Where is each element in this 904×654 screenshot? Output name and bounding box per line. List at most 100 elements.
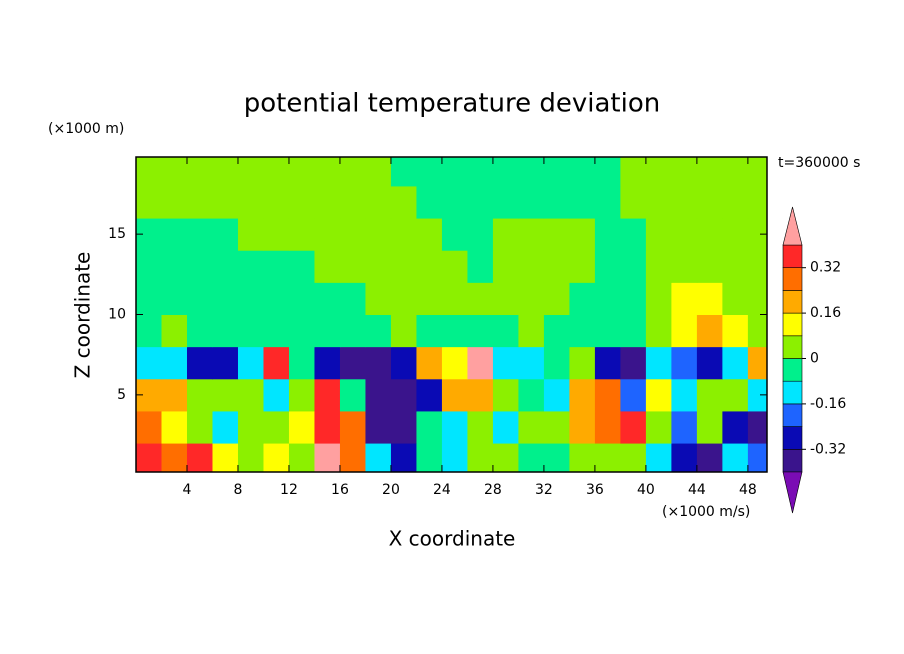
contour-cell [492,157,519,187]
contour-cell [645,218,672,251]
contour-cell [467,282,494,315]
contour-field [136,157,768,473]
contour-cell [518,378,545,412]
contour-cell [747,314,768,348]
contour-cell [288,314,315,348]
contour-cell [569,410,596,444]
contour-cell [136,282,162,315]
contour-cell [467,157,494,187]
contour-cell [314,185,341,219]
contour-cell [390,185,417,219]
colorbar-band [782,358,803,382]
colorbar-tick-label: 0.32 [810,260,841,276]
contour-cell [339,410,366,444]
contour-cell [518,282,545,315]
contour-cell [467,443,494,473]
contour-cell [136,157,162,187]
contour-cell [645,157,672,187]
contour-cell [543,346,570,380]
contour-cell [594,410,621,444]
contour-cell [390,218,417,251]
x-tick-label: 16 [331,482,349,498]
contour-cell [212,378,239,412]
contour-cell [722,250,749,283]
colorbar-band [782,448,803,473]
contour-cell [212,346,239,380]
contour-cell [492,443,519,473]
contour-cell [339,378,366,412]
contour-cell [594,443,621,473]
contour-cell [722,282,749,315]
contour-cell [416,410,443,444]
contour-cell [722,410,749,444]
contour-cell [186,410,213,444]
contour-cell [594,218,621,251]
contour-cell [492,185,519,219]
contour-cell [620,410,647,444]
x-tick-label: 20 [382,482,400,498]
contour-cell [263,410,290,444]
contour-cell [161,250,188,283]
contour-cell [518,157,545,187]
contour-cell [747,282,768,315]
contour-cell [696,314,723,348]
contour-cell [747,378,768,412]
contour-cell [441,157,468,187]
contour-cell [136,346,162,380]
contour-cell [747,218,768,251]
contour-cell [645,185,672,219]
contour-cell [416,250,443,283]
contour-cell [186,314,213,348]
contour-cell [314,378,341,412]
contour-cell [722,443,749,473]
contour-cell [288,410,315,444]
colorbar-tick-label: -0.32 [810,441,846,457]
contour-cell [441,282,468,315]
contour-cell [314,282,341,315]
contour-cell [645,250,672,283]
contour-cell [696,250,723,283]
contour-cell [620,157,647,187]
contour-cell [467,218,494,251]
contour-cell [518,443,545,473]
contour-cell [365,314,392,348]
contour-cell [288,185,315,219]
contour-cell [543,185,570,219]
contour-cell [620,378,647,412]
contour-cell [671,218,698,251]
contour-cell [212,410,239,444]
contour-cell [237,157,264,187]
contour-cell [390,443,417,473]
contour-cell [671,378,698,412]
contour-cell [288,346,315,380]
contour-cell [288,157,315,187]
contour-cell [186,185,213,219]
contour-cell [186,378,213,412]
contour-cell [288,378,315,412]
colorbar-band [782,244,803,269]
contour-cell [543,157,570,187]
contour-cell [543,314,570,348]
contour-cell [594,157,621,187]
y-unit: (×1000 m) [48,121,124,137]
colorbar-tick-label: 0 [810,351,819,367]
contour-cell [416,218,443,251]
x-tick-label: 12 [280,482,298,498]
contour-cell [212,314,239,348]
contour-cell [365,346,392,380]
contour-cell [136,185,162,219]
contour-cell [339,443,366,473]
x-tick-label: 40 [637,482,655,498]
contour-cell [569,218,596,251]
contour-cell [161,157,188,187]
colorbar-band [782,290,803,314]
contour-cell [416,378,443,412]
contour-cell [314,157,341,187]
y-axis-label: Z coordinate [71,252,95,379]
contour-cell [441,185,468,219]
contour-cell [467,378,494,412]
chart-title: potential temperature deviation [244,89,660,119]
x-tick-label: 48 [739,482,757,498]
contour-cell [263,250,290,283]
contour-cell [594,378,621,412]
